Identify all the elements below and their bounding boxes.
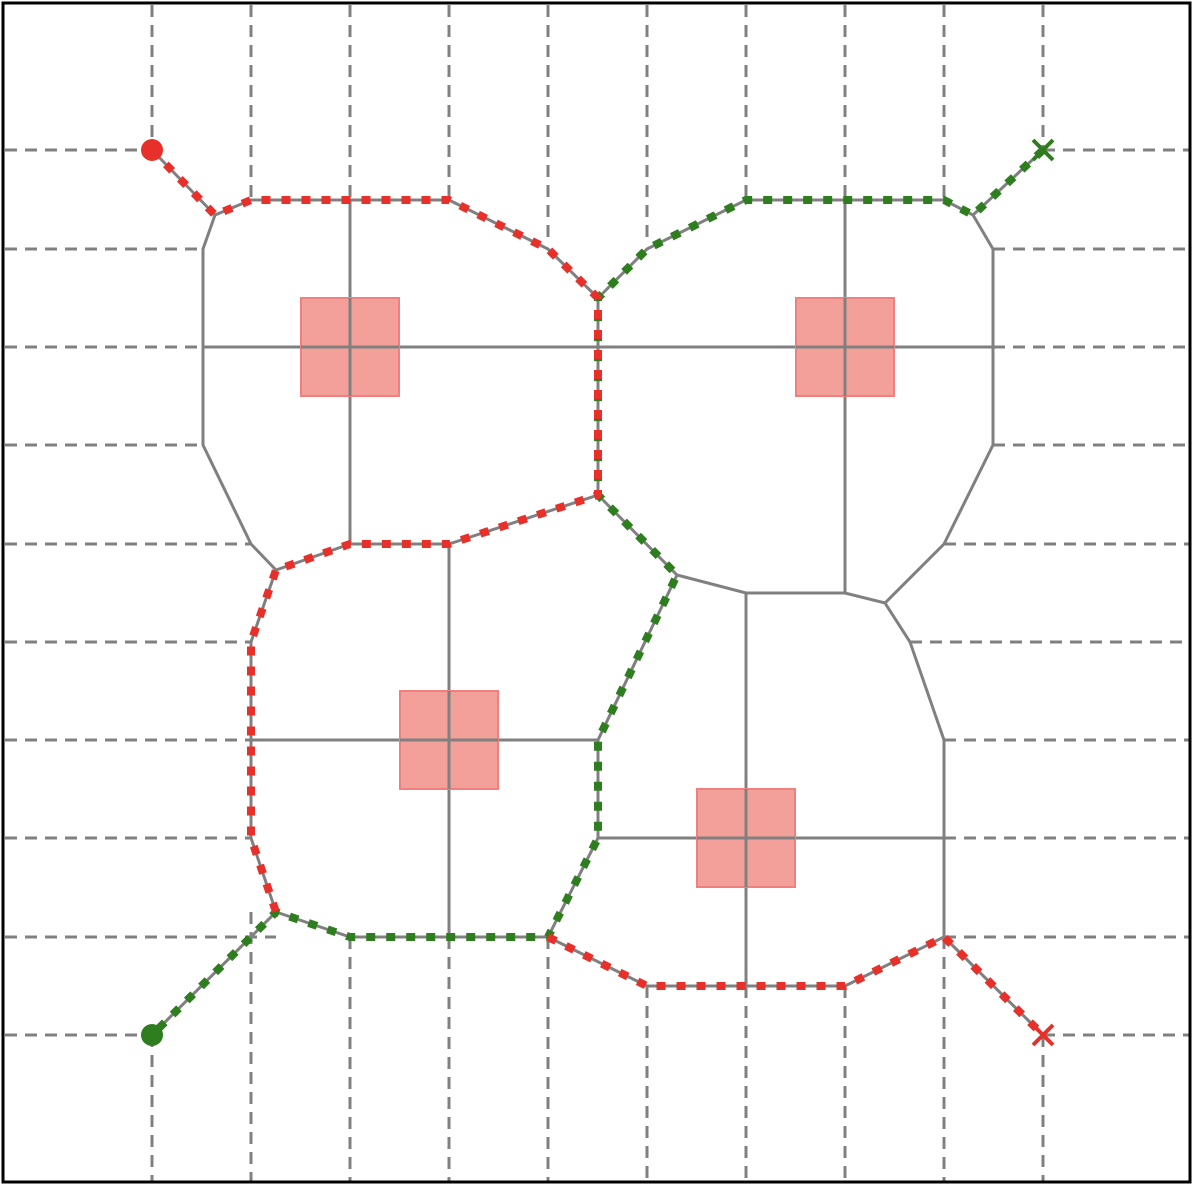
- green-agent-path: [149, 147, 1046, 1038]
- agent-markers: [141, 138, 1055, 1047]
- dashed-grid: [5, 5, 1190, 1182]
- cross-stroke: [1031, 138, 1055, 162]
- red-start-marker: [141, 139, 163, 161]
- red-goal-marker: [1031, 1023, 1055, 1047]
- green-goal-marker: [1031, 138, 1055, 162]
- red-agent-path: [546, 933, 1046, 1038]
- obstacles: [300, 297, 895, 888]
- agent-paths: [149, 147, 1046, 1038]
- red-agent-path: [149, 147, 602, 914]
- green-start-marker: [141, 1024, 163, 1046]
- cross-stroke: [1031, 1023, 1055, 1047]
